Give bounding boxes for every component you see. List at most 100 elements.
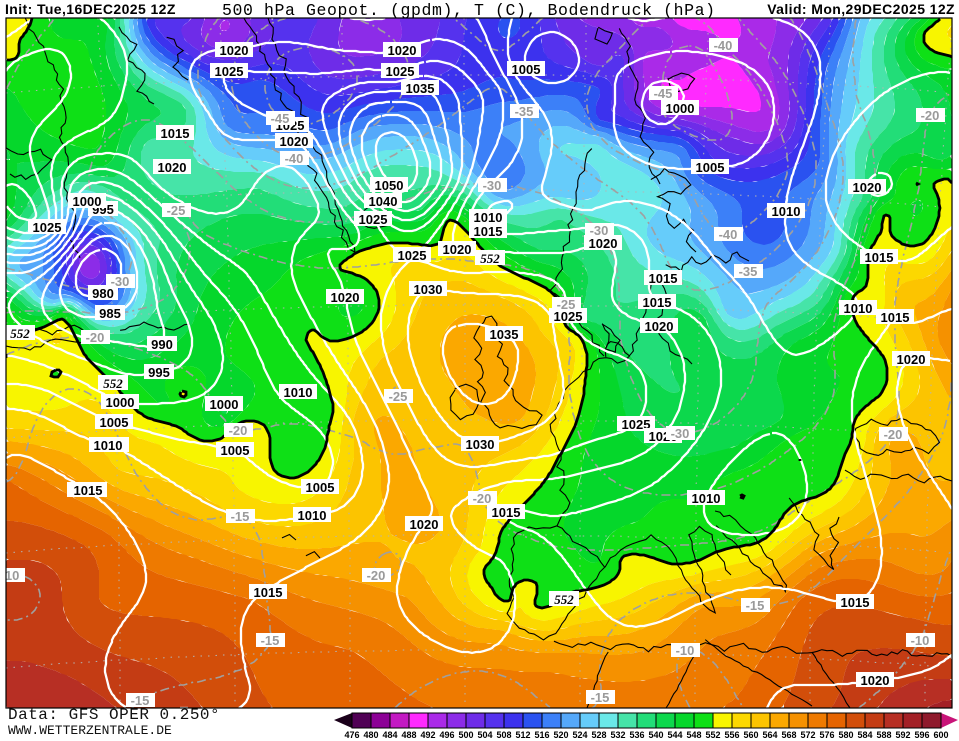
svg-text:1000: 1000 (73, 194, 102, 209)
svg-text:512: 512 (515, 730, 530, 740)
svg-text:552: 552 (554, 592, 574, 607)
svg-text:552: 552 (103, 376, 123, 391)
svg-text:1005: 1005 (512, 62, 541, 77)
svg-text:1000: 1000 (666, 101, 695, 116)
svg-text:496: 496 (439, 730, 454, 740)
svg-text:1005: 1005 (221, 443, 250, 458)
svg-text:-45: -45 (271, 111, 290, 126)
svg-text:524: 524 (572, 730, 587, 740)
svg-text:1020: 1020 (220, 43, 249, 58)
svg-text:-45: -45 (654, 86, 673, 101)
svg-text:-35: -35 (739, 264, 758, 279)
svg-text:-10: -10 (1, 568, 20, 583)
svg-text:1005: 1005 (100, 415, 129, 430)
svg-text:1030: 1030 (466, 437, 495, 452)
svg-text:488: 488 (401, 730, 416, 740)
svg-text:995: 995 (148, 365, 170, 380)
svg-text:1015: 1015 (254, 585, 283, 600)
svg-text:985: 985 (99, 306, 121, 321)
svg-text:1025: 1025 (359, 212, 388, 227)
svg-text:1010: 1010 (284, 385, 313, 400)
svg-text:552: 552 (480, 251, 500, 266)
svg-text:1020: 1020 (853, 180, 882, 195)
svg-text:528: 528 (591, 730, 606, 740)
svg-text:1020: 1020 (331, 290, 360, 305)
svg-text:-20: -20 (229, 423, 248, 438)
svg-text:584: 584 (857, 730, 872, 740)
svg-text:544: 544 (667, 730, 682, 740)
svg-text:1020: 1020 (897, 352, 926, 367)
svg-text:-25: -25 (167, 203, 186, 218)
svg-text:532: 532 (610, 730, 625, 740)
svg-text:-25: -25 (389, 389, 408, 404)
svg-text:1015: 1015 (865, 250, 894, 265)
svg-text:508: 508 (496, 730, 511, 740)
svg-text:1030: 1030 (414, 282, 443, 297)
svg-text:1015: 1015 (881, 310, 910, 325)
svg-text:-30: -30 (671, 426, 690, 441)
svg-text:-20: -20 (367, 568, 386, 583)
svg-text:1035: 1035 (490, 327, 519, 342)
svg-text:-40: -40 (719, 227, 738, 242)
svg-text:1015: 1015 (643, 295, 672, 310)
svg-text:1005: 1005 (306, 480, 335, 495)
svg-text:-10: -10 (911, 633, 930, 648)
svg-text:1015: 1015 (841, 595, 870, 610)
svg-text:536: 536 (629, 730, 644, 740)
svg-text:1010: 1010 (94, 438, 123, 453)
svg-text:Data: GFS OPER 0.250°: Data: GFS OPER 0.250° (8, 706, 220, 724)
svg-text:592: 592 (895, 730, 910, 740)
svg-text:1025: 1025 (622, 417, 651, 432)
svg-text:1050: 1050 (375, 178, 404, 193)
svg-text:Valid: Mon,29DEC2025 12Z: Valid: Mon,29DEC2025 12Z (767, 1, 955, 17)
svg-text:-30: -30 (483, 178, 502, 193)
svg-text:1020: 1020 (388, 43, 417, 58)
svg-text:1000: 1000 (106, 395, 135, 410)
svg-text:-20: -20 (884, 427, 903, 442)
svg-text:564: 564 (762, 730, 777, 740)
svg-text:-40: -40 (714, 38, 733, 53)
svg-text:556: 556 (724, 730, 739, 740)
svg-text:1035: 1035 (406, 81, 435, 96)
svg-text:600: 600 (933, 730, 948, 740)
svg-text:1005: 1005 (696, 160, 725, 175)
svg-text:1020: 1020 (158, 160, 187, 175)
svg-text:580: 580 (838, 730, 853, 740)
svg-text:1025: 1025 (554, 309, 583, 324)
svg-text:1020: 1020 (410, 517, 439, 532)
svg-text:1015: 1015 (649, 271, 678, 286)
svg-text:-15: -15 (231, 509, 250, 524)
svg-text:572: 572 (800, 730, 815, 740)
svg-text:520: 520 (553, 730, 568, 740)
svg-text:-20: -20 (921, 108, 940, 123)
svg-text:-15: -15 (746, 598, 765, 613)
svg-text:1020: 1020 (443, 242, 472, 257)
svg-text:-10: -10 (676, 643, 695, 658)
svg-text:1040: 1040 (369, 194, 398, 209)
svg-text:476: 476 (344, 730, 359, 740)
svg-text:1015: 1015 (161, 126, 190, 141)
svg-text:1025: 1025 (33, 220, 62, 235)
svg-text:484: 484 (382, 730, 397, 740)
svg-text:-40: -40 (285, 151, 304, 166)
svg-text:1025: 1025 (398, 248, 427, 263)
svg-text:1015: 1015 (74, 483, 103, 498)
svg-text:560: 560 (743, 730, 758, 740)
svg-text:492: 492 (420, 730, 435, 740)
svg-text:1015: 1015 (474, 224, 503, 239)
svg-text:1020: 1020 (861, 673, 890, 688)
svg-text:-15: -15 (261, 633, 280, 648)
svg-text:1020: 1020 (589, 236, 618, 251)
svg-text:548: 548 (686, 730, 701, 740)
svg-text:500: 500 (458, 730, 473, 740)
svg-text:568: 568 (781, 730, 796, 740)
svg-text:1020: 1020 (645, 319, 674, 334)
svg-text:980: 980 (92, 286, 114, 301)
svg-text:-30: -30 (590, 223, 609, 238)
svg-text:1025: 1025 (386, 64, 415, 79)
svg-text:1010: 1010 (844, 301, 873, 316)
svg-text:516: 516 (534, 730, 549, 740)
svg-text:1020: 1020 (280, 134, 309, 149)
svg-text:-35: -35 (515, 104, 534, 119)
svg-text:1010: 1010 (298, 508, 327, 523)
